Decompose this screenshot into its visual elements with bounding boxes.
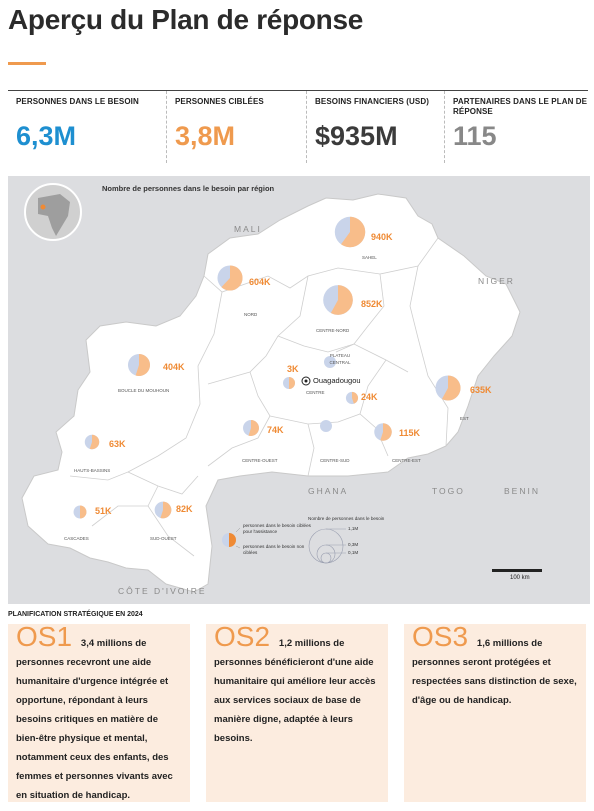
stat-value: 6,3M xyxy=(16,121,77,151)
value-label: 604K xyxy=(249,277,271,287)
country-label: GHANA xyxy=(308,486,349,496)
region-pie-target-slice xyxy=(89,434,100,450)
value-label: 51K xyxy=(95,506,112,516)
region-name: PLATEAU CENTRAL xyxy=(329,353,351,365)
region-pie-target-slice xyxy=(380,423,392,441)
legend-size-value: 0,3M xyxy=(348,542,359,547)
region-pie-target-slice xyxy=(135,353,151,377)
objective-text: 1,6 millions de personnes seront protégé… xyxy=(412,638,577,706)
objective-code: OS3 xyxy=(412,621,469,652)
legend-size-value: 0,1M xyxy=(348,550,359,555)
stat-label: PERSONNES CIBLÉES xyxy=(175,97,264,106)
region-pie-group xyxy=(73,216,461,519)
stat-label: PARTENAIRES DANS LE PLAN DE RÉPONSE xyxy=(453,97,588,116)
page-title: Aperçu du Plan de réponse xyxy=(8,4,364,35)
value-label: 3K xyxy=(287,364,299,374)
objective-code: OS1 xyxy=(16,621,73,652)
region-name: BOUCLE DU MOUHOUN xyxy=(118,388,170,393)
region-pie-target-slice xyxy=(80,505,87,519)
region-pie-target-slice xyxy=(352,391,359,404)
region-name: EST xyxy=(460,416,469,421)
legend-size-title: Nombre de personnes dans le besoin xyxy=(308,516,385,521)
legend-target-text: personnes dans le besoin ciblées pour l'… xyxy=(243,523,311,534)
region-name: HAUTS-BASSINS xyxy=(74,468,111,473)
country-label: NIGER xyxy=(478,276,515,286)
value-label: 940K xyxy=(371,232,393,242)
region-name: NORD xyxy=(244,312,258,317)
objective-text: 3,4 millions de personnes recevront une … xyxy=(16,638,173,801)
stat-label: PERSONNES DANS LE BESOIN xyxy=(16,97,139,106)
stat-people-targeted: PERSONNES CIBLÉES 3,8M xyxy=(166,91,306,163)
region-pie-base xyxy=(324,356,336,368)
region-pie-base xyxy=(320,420,332,432)
objective-text: 1,2 millions de personnes bénéficieront … xyxy=(214,638,376,744)
region-name: SAHEL xyxy=(362,255,377,260)
value-label: 82K xyxy=(176,504,193,514)
objective-card-os2: OS2 1,2 millions de personnes bénéficier… xyxy=(206,621,388,802)
region-pie-target-slice xyxy=(160,501,172,519)
region-name: CENTRE xyxy=(306,390,325,395)
region-name: CENTRE-OUEST xyxy=(242,458,278,463)
region-name: CENTRE-EST xyxy=(392,458,421,463)
needs-map: Nombre de personnes dans le besoin par r… xyxy=(8,176,590,604)
region-pie-target-slice xyxy=(330,285,353,315)
value-label: 852K xyxy=(361,299,383,309)
stat-value: 115 xyxy=(453,121,497,151)
value-label: 404K xyxy=(163,362,185,372)
region-pie-target-slice xyxy=(341,216,366,248)
country-label: TOGO xyxy=(432,486,465,496)
objective-card-os3: OS3 1,6 millions de personnes seront pro… xyxy=(404,621,586,802)
value-label: 63K xyxy=(109,439,126,449)
value-label: 24K xyxy=(361,392,378,402)
stat-people-in-need: PERSONNES DANS LE BESOIN 6,3M xyxy=(16,91,166,163)
region-name: CASCADES xyxy=(64,536,89,541)
burkina-faso-outline xyxy=(21,193,521,593)
country-label: CÔTE D'IVOIRE xyxy=(118,586,207,596)
region-name: CENTRE-NORD xyxy=(316,328,350,333)
scale-bar xyxy=(492,569,542,572)
region-pie-target-slice xyxy=(221,265,243,291)
map-title: Nombre de personnes dans le besoin par r… xyxy=(102,184,275,193)
africa-shape xyxy=(38,194,70,236)
map-shapes xyxy=(21,183,542,593)
value-label: 74K xyxy=(267,425,284,435)
region-pie-target-slice xyxy=(289,377,295,389)
stat-financial-requirements: BESOINS FINANCIERS (USD) $935M xyxy=(306,91,446,163)
value-label: 635K xyxy=(470,385,492,395)
size-legend xyxy=(308,528,346,564)
objective-card-os1: OS1 3,4 millions de personnes recevront … xyxy=(8,621,190,802)
stat-partners: PARTENAIRES DANS LE PLAN DE RÉPONSE 115 xyxy=(444,91,588,163)
objective-code: OS2 xyxy=(214,621,271,652)
key-figures: PERSONNES DANS LE BESOIN 6,3M PERSONNES … xyxy=(8,90,588,166)
legend-size-value: 1,1M xyxy=(348,526,359,531)
title-underline xyxy=(8,62,46,65)
region-pie-target-slice xyxy=(248,420,259,436)
country-label: BENIN xyxy=(504,486,540,496)
region-name: CENTRE-SUD xyxy=(320,458,350,463)
region-name: SUD-OUEST xyxy=(150,536,177,541)
plan-heading: PLANIFICATION STRATÉGIQUE EN 2024 xyxy=(8,611,143,618)
legend-non-target-text: personnes dans le besoin non ciblées xyxy=(243,544,305,555)
capital-label: Ouagadougou xyxy=(313,376,361,385)
stat-value: $935M xyxy=(315,121,398,151)
stat-label: BESOINS FINANCIERS (USD) xyxy=(315,97,429,106)
region-pie-target-slice xyxy=(441,375,461,401)
stat-value: 3,8M xyxy=(175,121,236,151)
value-label: 115K xyxy=(399,428,421,438)
country-label: MALI xyxy=(234,224,262,234)
scale-label: 100 km xyxy=(510,575,530,581)
